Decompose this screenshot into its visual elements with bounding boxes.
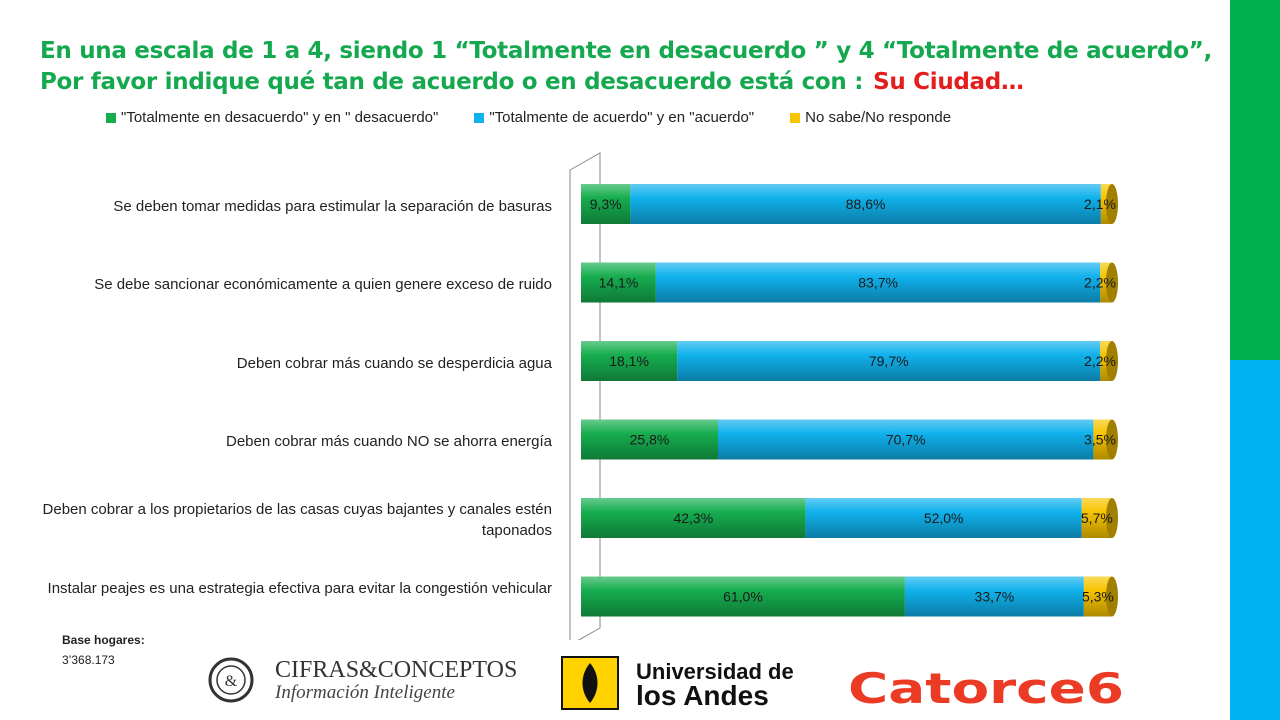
bar-segment [655, 262, 1101, 303]
legend-swatch [790, 112, 801, 123]
title-text: En una escala de 1 a 4, siendo 1 “Totalm… [40, 38, 1212, 95]
catorce-logo-text: Catorce6 [848, 664, 1124, 710]
cifras-conceptos-logo: & CIFRAS&CONCEPTOS Información Inteligen… [208, 657, 517, 703]
data-label: 61,0% [723, 589, 763, 605]
base-value: 3’368.173 [62, 653, 115, 667]
legend-label: No sabe/No responde [805, 109, 952, 126]
bar-segment [581, 262, 656, 303]
data-label: 14,1% [599, 275, 639, 291]
catorce6-logo: Catorce6 [848, 664, 1124, 710]
bar-segment [717, 419, 1094, 460]
legend-swatch [106, 112, 116, 123]
bar-end-cap [1106, 184, 1118, 224]
bar-end-cap [1106, 419, 1118, 460]
data-label: 33,7% [975, 589, 1015, 605]
legend-item: No sabe/No responde [790, 109, 951, 126]
data-label: 3,5% [1084, 432, 1116, 448]
bar-segment [677, 341, 1101, 381]
side-accent-blue [1230, 360, 1280, 720]
data-label: 5,3% [1082, 589, 1114, 605]
legend-item: "Totalmente en desacuerdo" y en " desacu… [106, 109, 438, 126]
cifras-logo-line1: CIFRAS&CONCEPTOS [275, 657, 517, 683]
legend-label: "Totalmente en desacuerdo" y en " desacu… [121, 109, 439, 126]
data-label: 83,7% [858, 275, 898, 291]
bar-segment [581, 498, 806, 538]
uniandes-logo-line1: Universidad de [636, 659, 794, 684]
bar-segment [805, 498, 1082, 538]
data-label: 2,1% [1084, 196, 1116, 212]
data-label: 5,7% [1081, 510, 1113, 526]
category-label: Deben cobrar más cuando se desperdicia a… [236, 354, 552, 372]
base-note: Base hogares: 3’368.173 [62, 630, 145, 670]
legend-item: "Totalmente de acuerdo" y en "acuerdo" [474, 109, 754, 126]
category-label: Deben cobrar más cuando NO se ahorra ene… [225, 433, 552, 450]
chart-title: En una escala de 1 a 4, siendo 1 “Totalm… [40, 36, 1220, 98]
bar-segment [581, 419, 718, 460]
data-label: 18,1% [609, 353, 649, 369]
data-label: 2,2% [1084, 353, 1116, 369]
chart-legend: "Totalmente en desacuerdo" y en " desacu… [106, 109, 987, 126]
cifras-logo-line2: Información Inteligente [274, 682, 455, 703]
bar-segment [581, 576, 905, 617]
uniandes-logo-line2: los Andes [636, 680, 769, 711]
category-label: Se debe sancionar económicamente a quien… [94, 276, 552, 293]
bar-chart: 9,3% 88,6% 2,1% 14,1% 83,7% 2,2% 18,1% 79,7% 2,2… [569, 152, 1118, 640]
legend-swatch [474, 112, 485, 123]
axis-wall [569, 152, 601, 640]
data-label: 70,7% [886, 432, 926, 448]
data-label: 25,8% [630, 432, 670, 448]
category-label: Instalar peajes es una estrategia efecti… [47, 579, 552, 597]
title-highlight: Su Ciudad… [873, 69, 1024, 95]
data-label: 9,3% [590, 196, 622, 212]
bar-segment [581, 341, 678, 381]
base-label: Base hogares: [62, 633, 145, 647]
bar-segment [904, 576, 1084, 617]
bar-segment [581, 184, 631, 224]
svg-text:&: & [225, 673, 238, 690]
data-label: 79,7% [869, 353, 909, 369]
bar-end-cap [1106, 576, 1118, 617]
category-label: Deben cobrar a los propietarios de las c… [42, 501, 552, 539]
data-label: 42,3% [673, 510, 713, 526]
side-accent-green [1230, 0, 1280, 360]
data-label: 88,6% [846, 196, 886, 212]
data-label: 2,2% [1084, 275, 1116, 291]
universidad-de-los-andes-logo: Universidad de los Andes [561, 656, 794, 711]
bar-end-cap [1106, 498, 1118, 538]
bar-end-cap [1106, 262, 1118, 303]
bar-segment [630, 184, 1101, 224]
category-label: Se deben tomar medidas para estimular la… [113, 197, 552, 215]
bar-end-cap [1106, 341, 1118, 381]
data-label: 52,0% [924, 510, 964, 526]
legend-label: "Totalmente de acuerdo" y en "acuerdo" [489, 109, 755, 126]
